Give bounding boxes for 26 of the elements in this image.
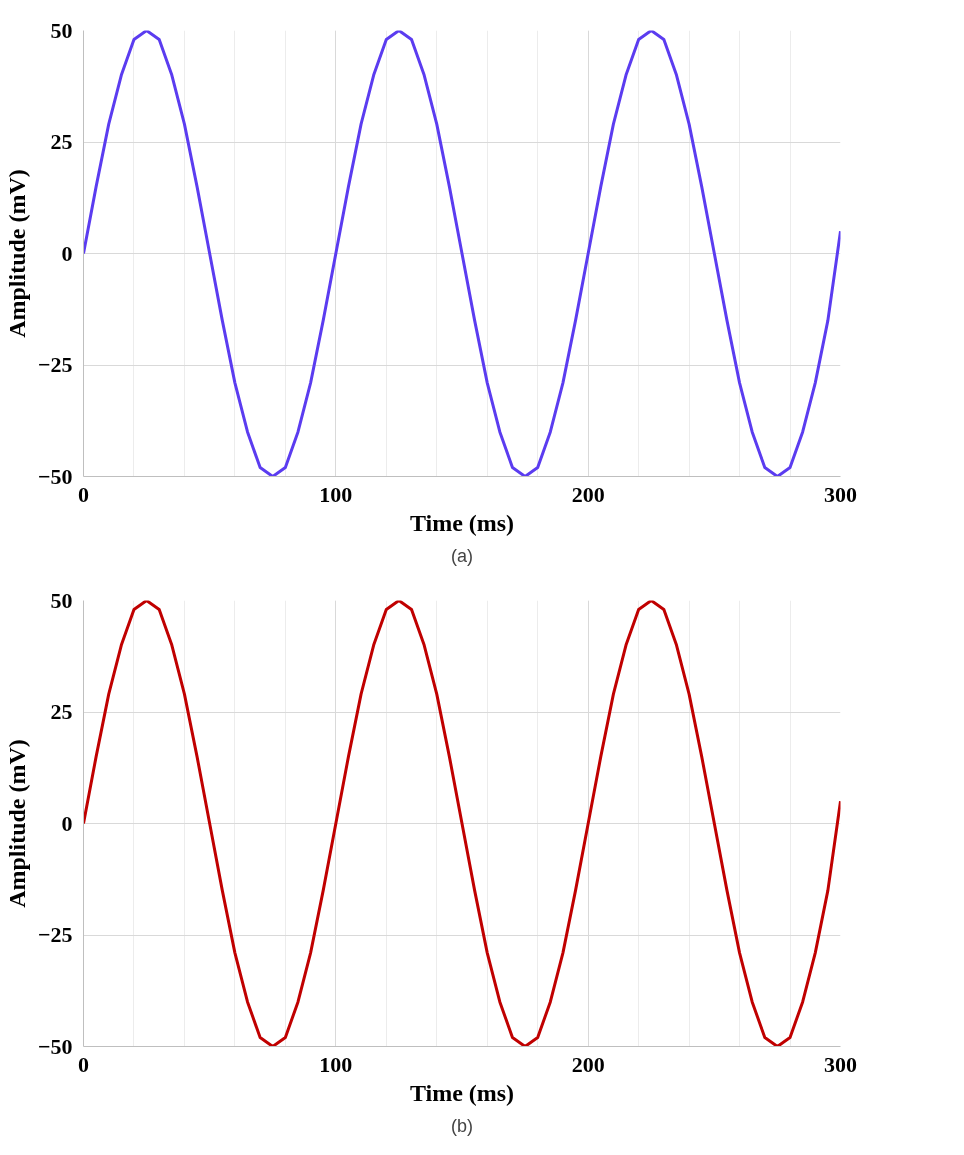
y-tick-label: 50 [50,587,73,613]
y-tick-label: 25 [50,129,73,154]
y-tick-label: −50 [37,463,73,489]
y-tick-label: −25 [37,352,73,377]
x-tick-label: 0 [78,481,89,507]
y-axis-title: Amplitude (mV) [3,739,30,908]
x-tick-label: 200 [571,481,605,507]
y-tick-label: 0 [61,240,73,266]
x-axis-title: Time (ms) [409,1079,515,1106]
x-axis-title: Time (ms) [409,509,515,536]
y-tick-label: −25 [37,922,73,947]
x-tick-label: 0 [78,1051,89,1077]
y-tick-label: 25 [50,699,73,724]
x-tick-label: 200 [571,1051,605,1077]
line-series [83,600,841,1047]
text: (b) [451,1115,473,1136]
y-axis-title: Amplitude (mV) [3,169,30,338]
x-tick-label: 100 [319,1051,353,1077]
text: (a) [451,545,473,566]
y-tick-label: −50 [37,1033,73,1059]
x-tick-label: 300 [824,481,857,507]
y-tick-label: 0 [61,810,73,836]
x-tick-label: 100 [319,481,353,507]
line-series [83,30,841,477]
y-tick-label: 50 [50,17,73,43]
x-tick-label: 300 [824,1051,857,1077]
